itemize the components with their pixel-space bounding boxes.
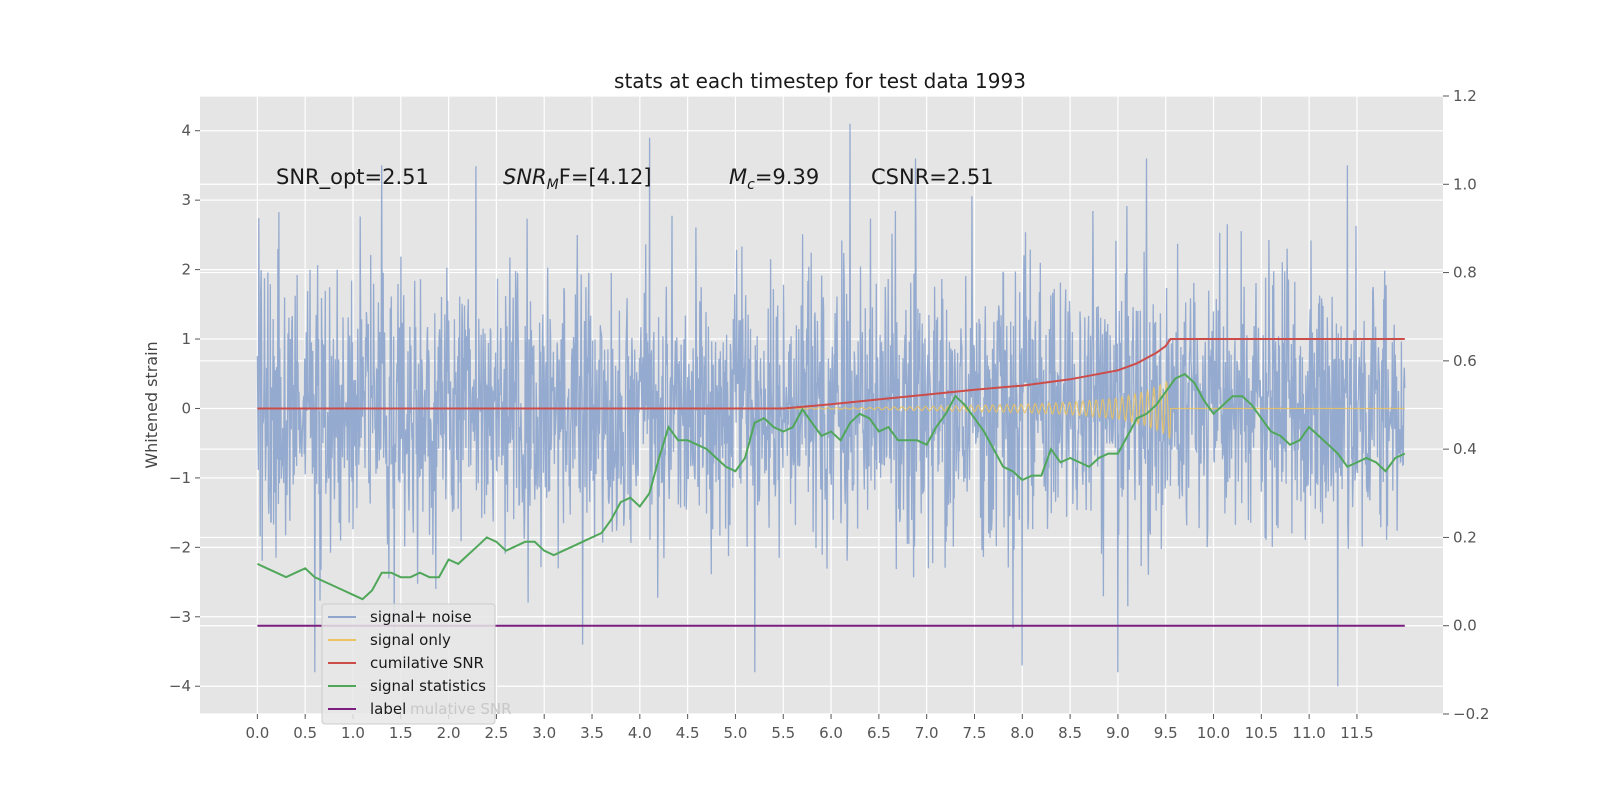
x-tick-label: 6.5 <box>867 724 891 742</box>
signal-statistics-line <box>256 372 1406 601</box>
x-tick-label: 5.5 <box>771 724 795 742</box>
x-tick-label: 3.5 <box>580 724 604 742</box>
y2-tick-label: 1.0 <box>1453 175 1477 193</box>
legend-label-signal-only: signal only <box>370 631 451 649</box>
x-tick-label: 11.5 <box>1340 724 1373 742</box>
x-tick-label: 1.5 <box>389 724 413 742</box>
legend-label-label: label <box>370 700 406 718</box>
x-tick-label: 4.5 <box>676 724 700 742</box>
series-signal-statistics <box>256 372 1406 601</box>
right-axis-ticks: 1.2 1.0 0.8 0.6 0.4 0.2 0.0 −0.2 <box>1443 87 1489 723</box>
y2-tick-label: 0.8 <box>1453 264 1477 282</box>
y2-tick-label: 0.6 <box>1453 352 1477 370</box>
series-signal-noise <box>256 123 1406 687</box>
y-tick-label: −3 <box>169 608 191 626</box>
legend-label-cumulative-snr: cumilative SNR <box>370 654 484 672</box>
signal-noise-line <box>256 123 1406 687</box>
y-tick-label: −1 <box>169 469 191 487</box>
x-tick-label: 11.0 <box>1292 724 1325 742</box>
x-axis-ticks: 0.0 0.5 1.0 1.5 2.0 2.5 3.0 3.5 4.0 4.5 5.0 5.5 6.0 6… <box>245 714 1374 742</box>
annotation-snr-mf: SNRMF=[4.12] <box>503 165 652 193</box>
x-tick-label: 3.0 <box>532 724 556 742</box>
annotation-csnr: CSNR=2.51 <box>871 165 994 189</box>
cumulative-snr-line <box>257 338 1405 410</box>
annotation-mc-rest: =9.39 <box>755 165 819 189</box>
x-tick-label: 0.5 <box>293 724 317 742</box>
y-tick-label: 2 <box>181 261 191 279</box>
y2-tick-label: 0.2 <box>1453 528 1477 546</box>
legend-frame <box>321 603 496 725</box>
x-tick-label: 8.0 <box>1010 724 1034 742</box>
y2-tick-label: 1.2 <box>1453 87 1477 105</box>
y-tick-label: −4 <box>169 677 191 695</box>
y-tick-label: 0 <box>181 399 191 417</box>
x-tick-label: 2.5 <box>484 724 508 742</box>
x-tick-label: 7.5 <box>963 724 987 742</box>
y-axis-ticks: 4 3 2 1 0 −1 −2 −3 −4 <box>169 122 200 695</box>
x-tick-label: 1.0 <box>341 724 365 742</box>
y-axis-label: Whitened strain <box>142 341 161 468</box>
annotation-snr-opt: SNR_opt=2.51 <box>276 165 429 190</box>
legend-label-signal-statistics: signal statistics <box>370 677 486 695</box>
annotation-snr-mf-main: SNR <box>503 165 547 189</box>
y-tick-label: −2 <box>169 538 191 556</box>
x-tick-label: 0.0 <box>245 724 269 742</box>
x-tick-label: 4.0 <box>628 724 652 742</box>
legend-label-signal-noise: signal+ noise <box>370 608 472 626</box>
y2-tick-label: −0.2 <box>1453 705 1489 723</box>
annotation-snr-mf-sub: M <box>547 177 559 193</box>
annotation-mc-sub: c <box>747 177 755 193</box>
x-tick-label: 8.5 <box>1058 724 1082 742</box>
y2-tick-label: 0.4 <box>1453 440 1477 458</box>
y-tick-label: 3 <box>181 191 191 209</box>
x-tick-label: 9.0 <box>1106 724 1130 742</box>
series-cumulative-snr <box>257 338 1405 410</box>
x-tick-label: 10.0 <box>1197 724 1230 742</box>
x-tick-label: 9.5 <box>1154 724 1178 742</box>
x-tick-label: 6.0 <box>819 724 843 742</box>
chart-title: stats at each timestep for test data 199… <box>614 69 1026 93</box>
legend-overlap-text: mulative SNR <box>410 700 512 718</box>
x-tick-label: 7.0 <box>915 724 939 742</box>
annotation-snr-mf-rest: F=[4.12] <box>559 165 652 189</box>
y-tick-label: 1 <box>181 330 191 348</box>
y2-tick-label: 0.0 <box>1453 617 1477 635</box>
x-tick-label: 5.0 <box>724 724 748 742</box>
y-tick-label: 4 <box>181 122 191 140</box>
x-tick-label: 10.5 <box>1245 724 1278 742</box>
legend: signal+ noise signal only cumilative SNR… <box>321 603 512 725</box>
annotation-mc: Mc=9.39 <box>729 165 819 193</box>
x-tick-label: 2.0 <box>437 724 461 742</box>
annotation-mc-main: M <box>729 165 747 189</box>
